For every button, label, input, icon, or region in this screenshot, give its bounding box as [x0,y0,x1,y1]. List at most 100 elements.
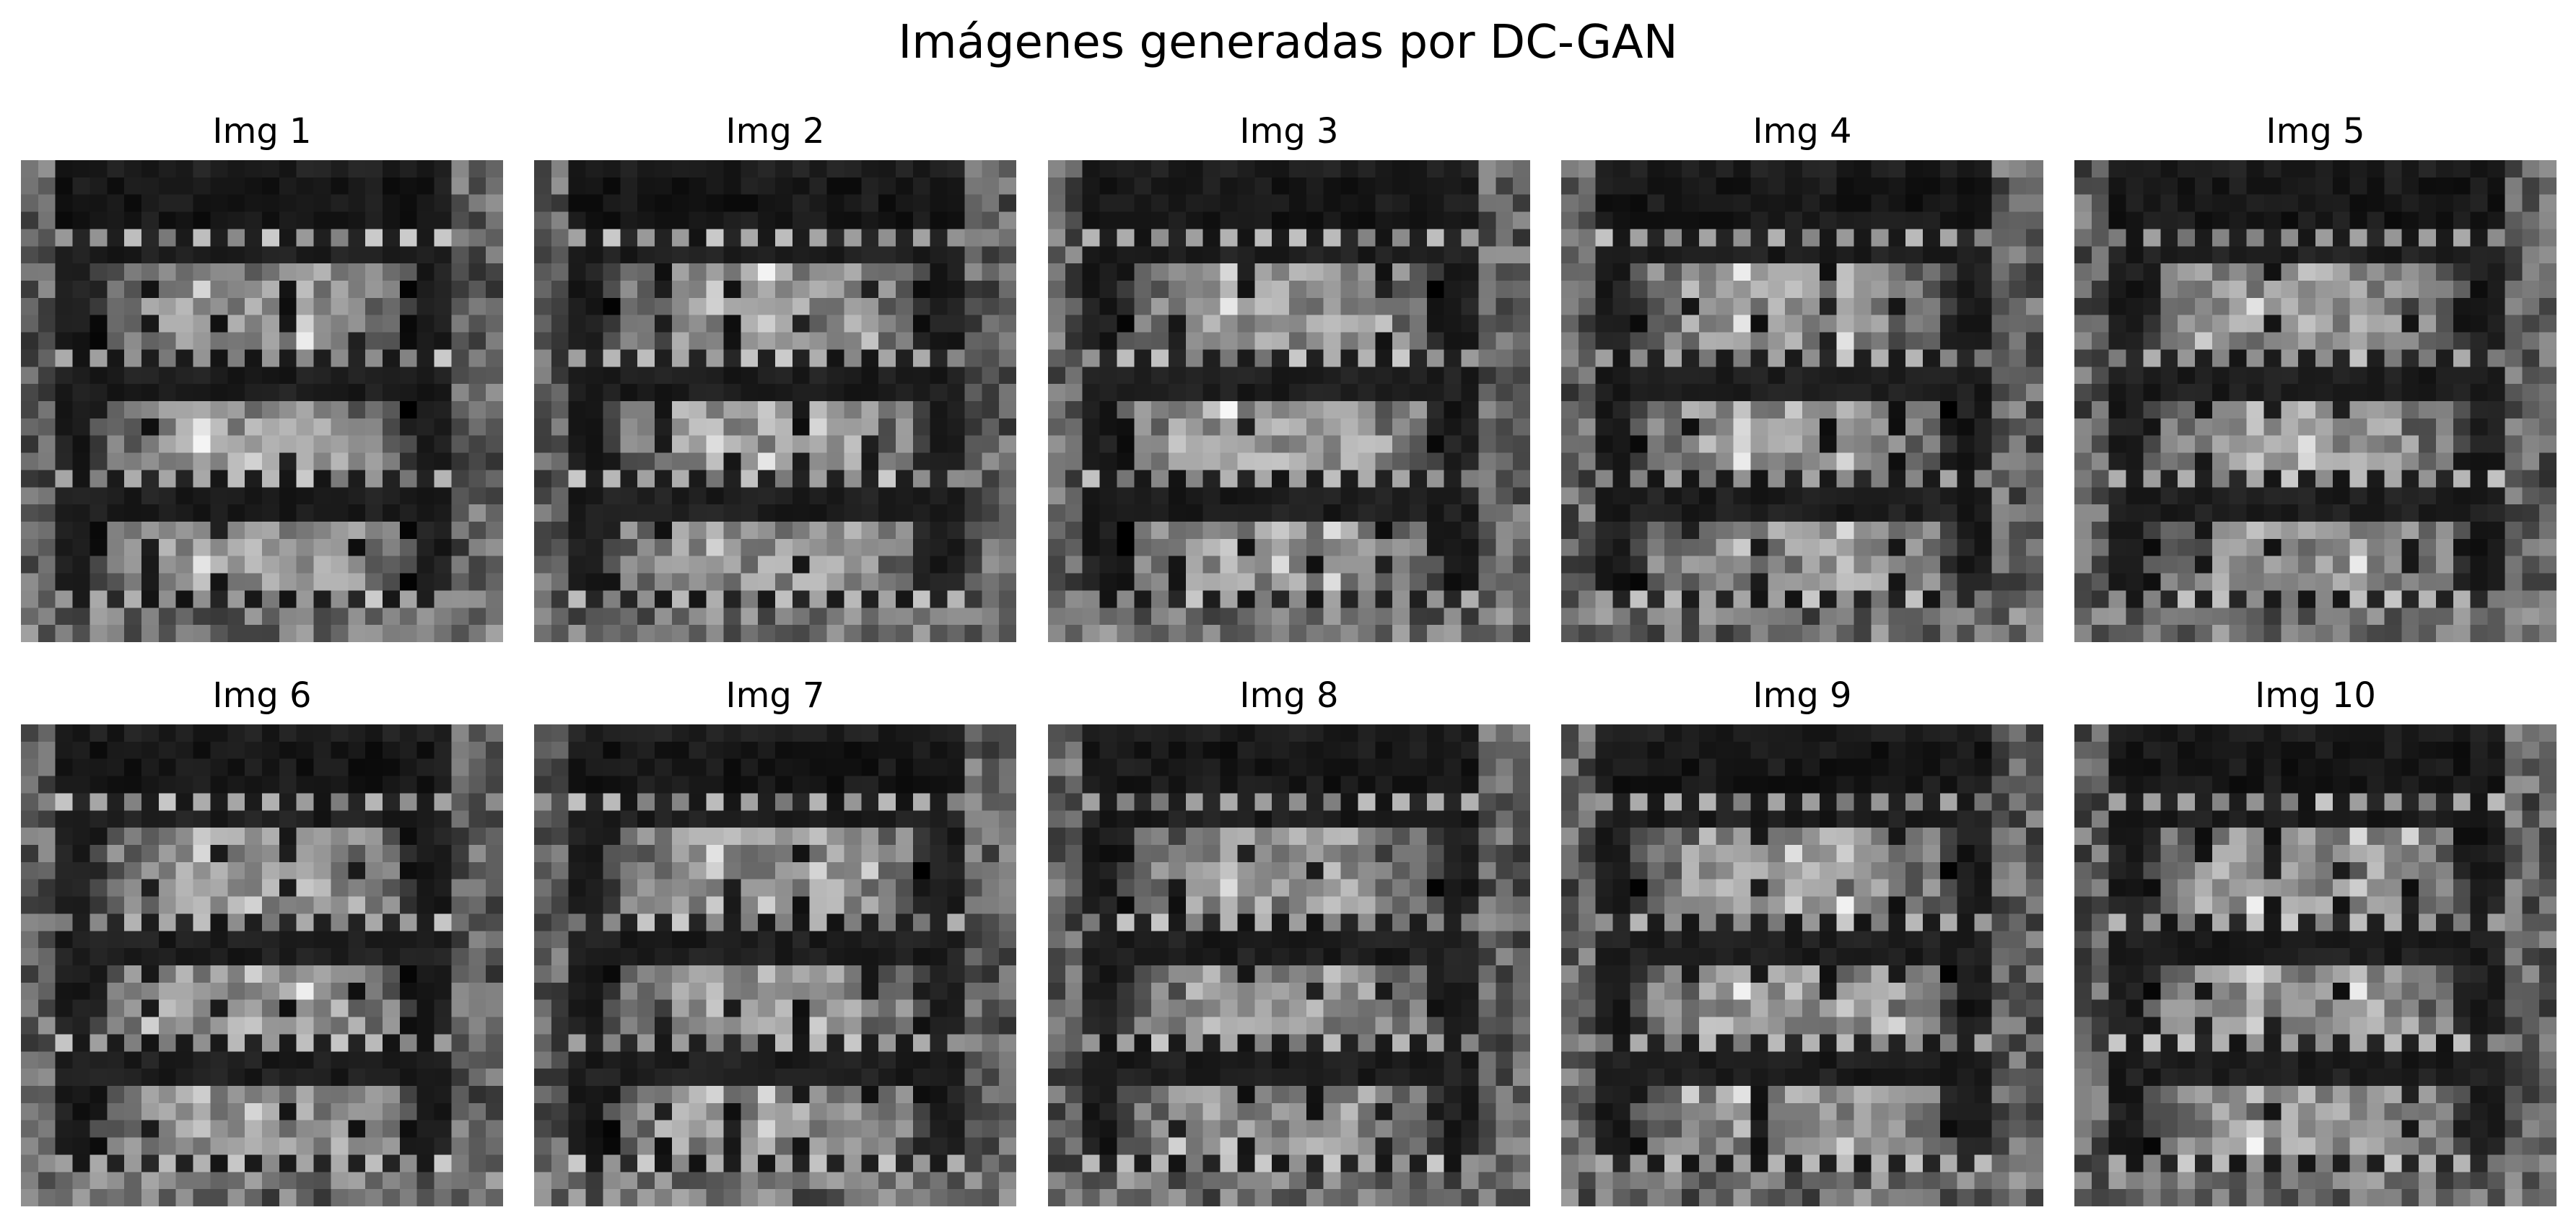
pixel [1836,332,1855,350]
pixel [2505,590,2523,608]
pixel [2263,470,2282,488]
pixel [21,982,39,1001]
pixel [1444,522,1462,540]
pixel [2212,504,2230,522]
pixel [2178,590,2196,608]
pixel [2108,281,2127,299]
pixel [1612,297,1630,316]
pixel [1202,608,1221,626]
pixel [551,556,569,574]
pixel [1065,435,1083,454]
pixel [1957,573,1975,591]
pixel [689,487,707,505]
pixel [1802,556,1820,574]
pixel [486,418,503,437]
pixel [2246,556,2264,574]
pixel [1496,367,1514,385]
pixel [1340,487,1358,505]
pixel [2178,281,2196,299]
pixel [826,229,844,247]
pixel [193,504,211,522]
pixel [399,177,418,196]
pixel [2108,384,2127,402]
pixel [89,315,108,333]
pixel [1612,315,1630,333]
pixel [1272,315,1290,333]
pixel [107,1017,125,1035]
pixel [1134,625,1152,642]
pixel [2160,263,2178,281]
pixel [1836,229,1855,247]
pixel [1185,522,1204,540]
pixel [210,263,228,281]
pixel [1871,349,1889,367]
pixel [2315,538,2333,557]
pixel [2298,177,2316,196]
pixel [72,401,90,419]
pixel [964,845,982,863]
pixel [399,793,418,811]
pixel [227,1034,245,1052]
pixel [1410,332,1428,350]
pixel [844,470,862,488]
pixel [758,281,776,299]
pixel [1974,194,1992,213]
pixel [210,741,228,760]
pixel [655,177,673,196]
pixel [1647,556,1665,574]
pixel [38,845,56,863]
pixel [1306,470,1324,488]
pixel [365,965,383,983]
pixel [296,556,315,574]
pixel [1254,177,1272,196]
pixel [348,1034,366,1052]
pixel [1664,211,1682,229]
pixel [896,625,914,642]
pixel [296,1069,315,1087]
pixel [792,297,811,316]
pixel [1802,384,1820,402]
pixel [2349,315,2368,333]
pixel [775,487,793,505]
pixel [878,367,896,385]
pixel [21,861,39,880]
pixel [1496,194,1514,213]
pixel [2539,211,2557,229]
pixel [1478,246,1496,264]
pixel [331,367,349,385]
pixel [723,758,741,777]
pixel [21,724,39,742]
pixel [158,1172,177,1190]
pixel [193,1172,211,1190]
pixel [792,573,811,591]
pixel [72,367,90,385]
pixel [568,401,587,419]
pixel [792,194,811,213]
pixel [1392,487,1410,505]
pixel [296,177,315,196]
pixel [365,625,383,642]
pixel [1254,160,1272,178]
pixel [1716,384,1734,402]
pixel [1323,246,1342,264]
pixel [383,349,401,367]
pixel [2401,229,2419,247]
pixel [2263,590,2282,608]
pixel [1426,590,1445,608]
pixel [210,1069,228,1087]
pixel [534,776,552,794]
pixel [383,965,401,983]
pixel [331,384,349,402]
pixel [758,315,776,333]
pixel [21,1120,39,1139]
pixel [365,367,383,385]
pixel [331,401,349,419]
pixel [2212,263,2230,281]
pixel [1682,229,1700,247]
pixel [551,810,569,828]
pixel [1716,315,1734,333]
pixel [107,1154,125,1172]
pixel [758,384,776,402]
pixel [1496,401,1514,419]
pixel [2349,349,2368,367]
